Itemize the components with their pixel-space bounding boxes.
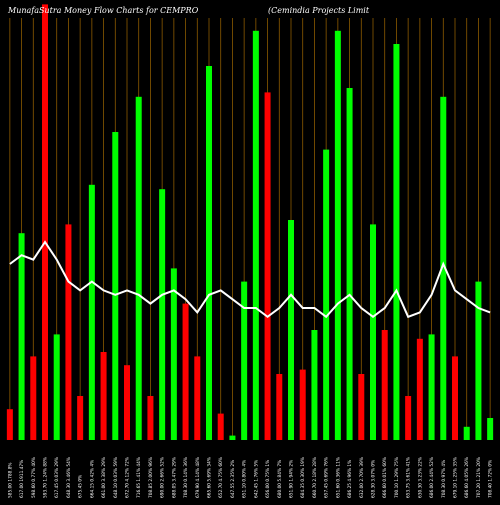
chart-title-right: (Cemindia Projects Limit — [268, 6, 370, 15]
x-tick-label: 672.70 4.12% 72% — [125, 457, 131, 498]
x-tick-label: 708.40 1.72% 0% — [488, 460, 494, 498]
bar-33 — [381, 330, 388, 440]
x-tick-label: 598.60 0.77% 40% — [31, 457, 37, 498]
x-tick-label: 651.60 0.36% 11% — [335, 457, 341, 498]
x-tick-label: 617.45 0.03% 29% — [54, 457, 60, 498]
bar-27 — [311, 330, 318, 440]
x-tick-label: 657.45 0.69% 76% — [324, 457, 330, 498]
bar-3 — [30, 356, 37, 440]
bar-42 — [487, 418, 494, 440]
bar-36 — [416, 338, 423, 440]
money-flow-line — [9, 240, 491, 319]
bar-29 — [334, 30, 341, 441]
x-tick-label: 585.00 1788.8% — [7, 462, 13, 498]
bar-22 — [252, 30, 259, 441]
bar-38 — [440, 96, 447, 441]
x-tick-label: 656.00 0.75% 1% — [265, 460, 271, 498]
bar-2 — [18, 233, 25, 440]
bar-19 — [217, 413, 224, 440]
bar-37 — [428, 334, 435, 440]
x-tick-label: 648.10 0.03% 59% — [113, 457, 119, 498]
x-tick-label: 652.70 4.75% 60% — [218, 457, 224, 498]
x-tick-label: 680.00 5.84% 7% — [277, 460, 283, 498]
bar-24 — [276, 374, 283, 440]
bar-17 — [194, 356, 201, 440]
bar-40 — [463, 426, 470, 440]
bars — [6, 4, 494, 441]
x-tick-label: 628.30 3.07% 0% — [371, 460, 377, 498]
bar-21 — [241, 281, 248, 440]
bar-4 — [42, 4, 48, 441]
bar-1 — [6, 409, 13, 440]
bar-12 — [135, 96, 142, 441]
x-tick-label: 664.15 0.42% 4% — [89, 460, 95, 498]
x-tick-label: 686.60 4.05% 26% — [464, 457, 470, 498]
bar-23 — [264, 92, 271, 441]
x-tick-label: 666.60 0.01% 60% — [382, 457, 388, 498]
x-tick-label: 651.90 1.94% 2% — [289, 460, 295, 498]
x-tick-label: 648.30 3.46% 54% — [66, 457, 72, 498]
x-tick-label: 675.45 0% — [78, 475, 84, 498]
bar-28 — [323, 149, 330, 440]
x-tick-label: 690.00 2.66% 52% — [160, 457, 166, 498]
bar-18 — [206, 66, 212, 440]
bar-10 — [112, 132, 119, 440]
x-tick-label: 593.70 1.24% 88% — [43, 457, 49, 498]
bar-15 — [170, 268, 177, 440]
bar-20 — [229, 435, 236, 440]
bar-13 — [147, 396, 154, 440]
bar-16 — [182, 303, 189, 440]
x-tick-label: 630.30 3.23% 22% — [417, 457, 423, 498]
x-tick-label: 708.30 0.97% 4% — [441, 460, 447, 498]
x-tick-label: 716.65 1.41% 44% — [136, 457, 142, 498]
bar-31 — [358, 374, 365, 440]
x-tick-label: 686.00 2.44% 52% — [429, 457, 435, 498]
x-tick-label: 617.00 1911.47% — [19, 460, 25, 498]
bar-34 — [393, 44, 400, 440]
x-tick-label: 660.70 2.18% 28% — [312, 457, 318, 498]
x-tick-label: 632.00 2.70% 39% — [359, 457, 365, 498]
x-tick-labels: 585.00 1788.8% 617.00 1911.47% 598.60 0.77… — [7, 457, 493, 498]
bar-25 — [288, 220, 294, 440]
bar-32 — [370, 224, 376, 440]
bar-9 — [100, 352, 107, 440]
bar-41 — [475, 281, 482, 440]
x-tick-label: 679.90 4.14% 48% — [195, 457, 201, 498]
x-tick-label: 684.35 0.30% 19% — [300, 457, 306, 498]
bar-7 — [77, 396, 84, 440]
x-tick-label: 708.85 2.00% 96% — [148, 457, 154, 498]
bar-26 — [299, 369, 306, 440]
chart-title-left: MunafaSutra Money Flow Charts for CEMPRO — [7, 6, 199, 15]
x-tick-label: 679.10 1.25% 35% — [453, 457, 459, 498]
bar-39 — [452, 356, 458, 440]
x-tick-label: 647.55 2.35% 2% — [230, 460, 236, 498]
x-tick-label: 651.10 0.80% 4% — [242, 460, 248, 498]
x-tick-label: 708.30 0.14% 36% — [183, 457, 189, 498]
x-tick-label: 688.05 3.47% 29% — [171, 457, 177, 498]
bar-11 — [124, 365, 130, 440]
bar-8 — [88, 184, 95, 440]
bar-35 — [405, 396, 412, 440]
x-tick-label: 665.60 5.69% 34% — [207, 457, 213, 498]
bar-30 — [346, 88, 353, 440]
x-tick-label: 700.10 1.29% 75% — [394, 457, 400, 498]
bar-5 — [53, 334, 60, 440]
x-tick-label: 707.20 1.21% 20% — [476, 457, 482, 498]
x-tick-label: 642.45 1.76% 5% — [253, 460, 259, 498]
x-tick-label: 653.75 3.61% 41% — [406, 457, 412, 498]
bar-6 — [65, 224, 72, 440]
x-tick-label: 661.00 3.38% 29% — [101, 457, 107, 498]
x-tick-label: 686.25 4.96% 1% — [347, 460, 353, 498]
bar-14 — [159, 189, 166, 440]
